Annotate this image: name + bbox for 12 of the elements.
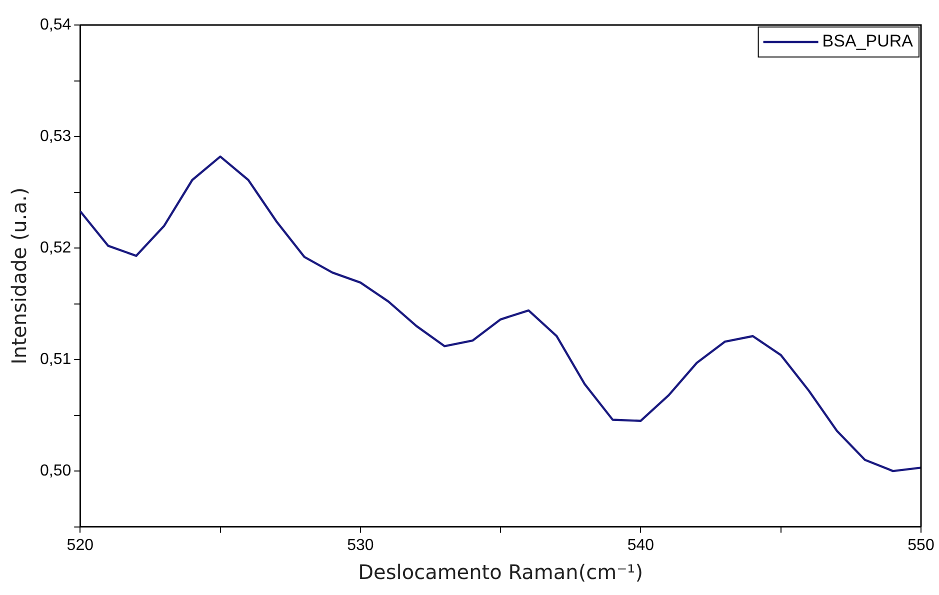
y-tick-label: 0,50 xyxy=(40,462,72,480)
y-tick-label: 0,52 xyxy=(40,239,72,256)
x-tick-label: 530 xyxy=(347,536,374,554)
y-tick-label: 0,51 xyxy=(40,350,72,368)
x-tick-label: 550 xyxy=(908,536,934,554)
x-tick-label: 520 xyxy=(66,536,94,554)
y-tick-label: 0,54 xyxy=(40,16,72,34)
legend-label: BSA_PURA xyxy=(822,32,914,51)
y-axis-title: Intensidade (u.a.) xyxy=(7,187,32,364)
x-axis-title: Deslocamento Raman(cm⁻¹) xyxy=(358,560,643,584)
x-tick-label: 540 xyxy=(627,536,654,554)
y-tick-label: 0,53 xyxy=(40,128,72,145)
